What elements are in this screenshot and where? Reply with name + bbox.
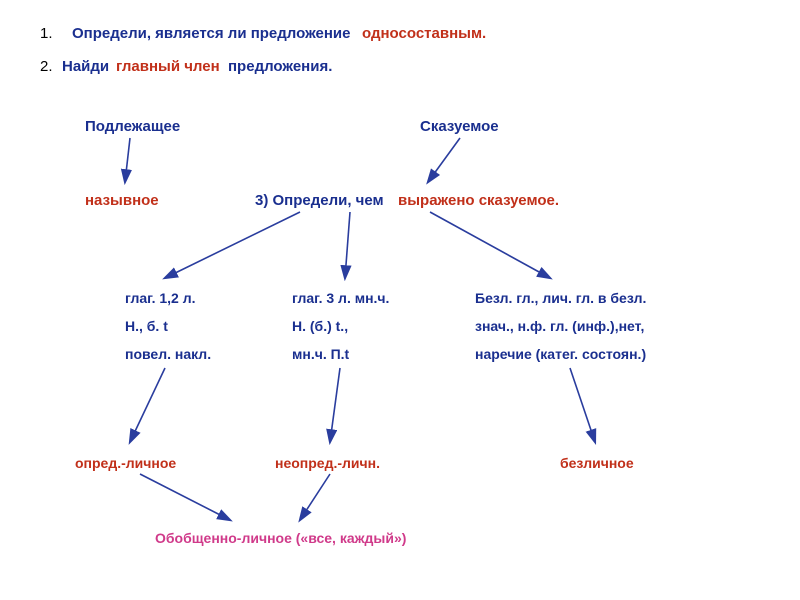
node-col3_l2: знач., н.ф. гл. (инф.),нет, [475,318,644,334]
node-bezlich: безличное [560,455,634,471]
arrow-7 [570,368,595,442]
node-step1_b: односоставным. [362,25,486,42]
flow-arrows [0,0,800,600]
node-col3_l3: наречие (катег. состоян.) [475,346,646,362]
node-predicate: Сказуемое [420,118,499,135]
node-step2_b: главный член [116,58,220,75]
node-step2_a: Найди [62,58,109,75]
node-step2_c: предложения. [228,58,332,75]
arrow-3 [345,212,350,278]
node-col1_l3: повел. накл. [125,346,211,362]
node-subject: Подлежащее [85,118,180,135]
node-col2_l1: глаг. 3 л. мн.ч. [292,290,389,306]
node-opred: опред.-личное [75,455,176,471]
node-step3_a: 3) Определи, чем [255,192,384,209]
node-col2_l2: Н. (б.) t., [292,318,348,334]
node-nazyvnoe: назывное [85,192,159,209]
arrow-0 [125,138,130,182]
node-col2_l3: мн.ч. П.t [292,346,349,362]
arrow-1 [428,138,460,182]
node-obobsh: Обобщенно-личное («все, каждый») [155,530,406,546]
arrow-4 [430,212,550,278]
node-col1_l2: Н., б. t [125,318,168,334]
node-neopred: неопред.-личн. [275,455,380,471]
node-step2_num: 2. [40,58,53,75]
arrow-8 [140,474,230,520]
arrow-5 [130,368,165,442]
arrow-2 [165,212,300,278]
arrow-6 [330,368,340,442]
arrow-9 [300,474,330,520]
node-step3_b: выражено сказуемое. [398,192,559,209]
node-col3_l1: Безл. гл., лич. гл. в безл. [475,290,646,306]
node-col1_l1: глаг. 1,2 л. [125,290,196,306]
node-step1_num: 1. [40,25,53,42]
node-step1_a: Определи, является ли предложение [72,25,351,42]
